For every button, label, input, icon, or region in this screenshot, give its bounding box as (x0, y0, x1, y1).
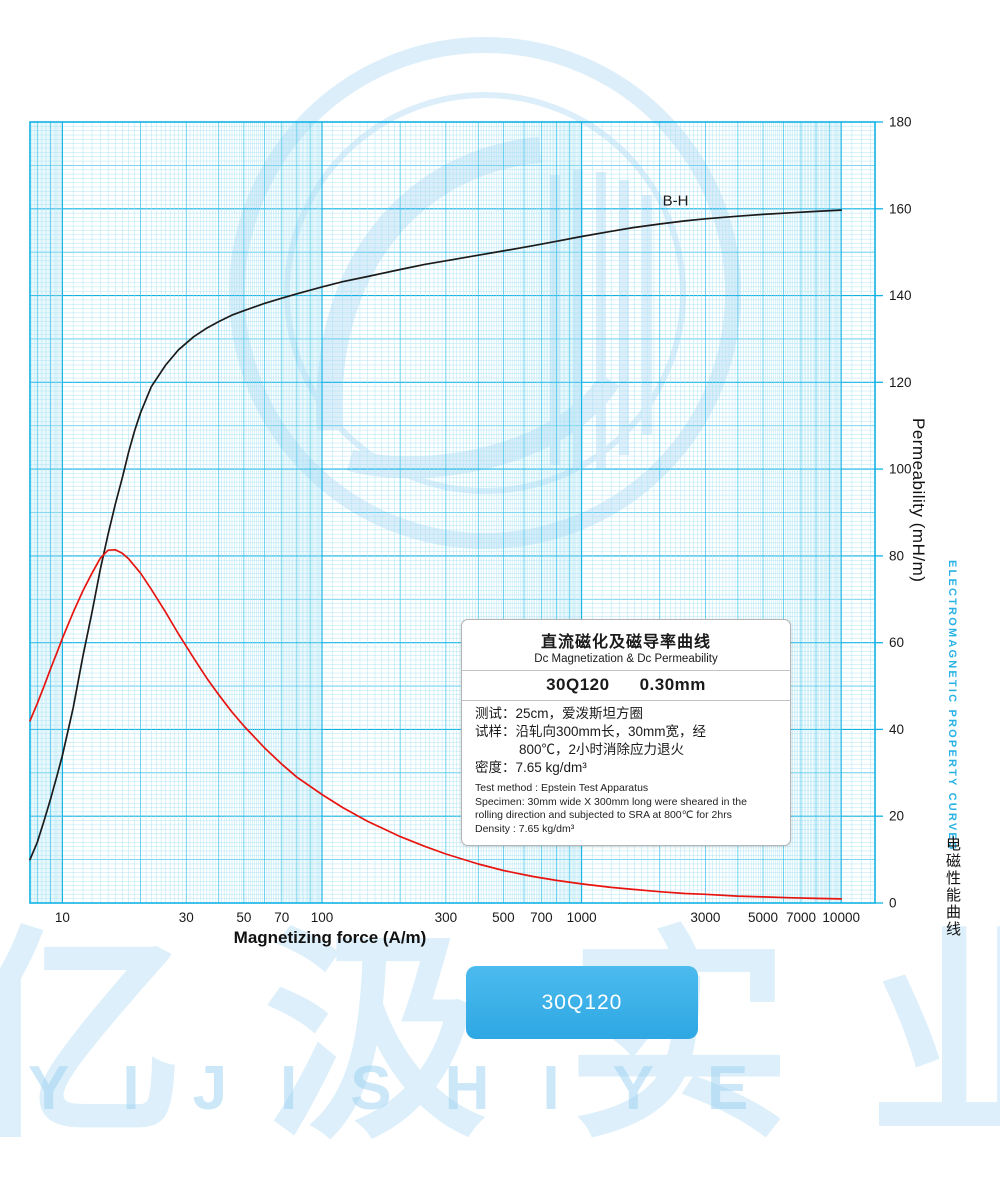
y-tick-label: 100 (889, 462, 912, 477)
spec-line-cn: 800℃，2小时消除应力退火 (519, 742, 685, 757)
x-axis-title: Magnetizing force (A/m) (233, 928, 427, 947)
DC-Permeability-curve (29, 548, 843, 900)
divider (462, 670, 790, 671)
y-tick-label: 0 (889, 896, 897, 911)
thickness-label: 0.30mm (639, 675, 706, 694)
spec-line-en: rolling direction and subjected to SRA a… (475, 809, 732, 821)
y-tick-label: 160 (889, 201, 912, 216)
x-tick-label: 3000 (690, 910, 720, 925)
grade-row: 30Q120 0.30mm (475, 675, 777, 695)
spec-line-cn: 密度：7.65 kg/dm³ (475, 760, 587, 775)
y-tick-label: 120 (889, 375, 912, 390)
x-tick-label: 5000 (748, 910, 778, 925)
x-tick-label: 70 (274, 910, 289, 925)
x-tick-label: 7000 (786, 910, 816, 925)
x-tick-label: 300 (435, 910, 458, 925)
y-tick-label: 40 (889, 722, 904, 737)
spec-line-cn: 试样：沿轧向300mm长，30mm宽，经 (475, 724, 707, 739)
spec-line-en: Test method : Epstein Test Apparatus (475, 782, 649, 794)
x-tick-label: 30 (179, 910, 194, 925)
grade-label: 30Q120 (546, 675, 610, 694)
x-tick-label: 100 (311, 910, 334, 925)
y-tick-label: 180 (889, 115, 912, 130)
info-title-en: Dc Magnetization & Dc Permeability (534, 653, 718, 665)
y-tick-label: 20 (889, 809, 904, 824)
x-tick-label: 10000 (822, 910, 860, 925)
spec-info-box: 直流磁化及磁导率曲线 Dc Magnetization & Dc Permeab… (461, 619, 791, 846)
x-tick-label: 50 (236, 910, 251, 925)
x-tick-label: 10 (55, 910, 70, 925)
spec-line-cn: 测试：25cm，爱泼斯坦方圈 (475, 706, 644, 721)
electromagnetic-curves-label-en: ELECTROMAGNETIC PROPERTY CURVES (946, 560, 958, 852)
x-tick-label: 500 (492, 910, 515, 925)
grade-badge: 30Q120 (466, 966, 698, 1039)
electromagnetic-curves-label-cn: 电磁性能曲线 (944, 836, 961, 938)
x-tick-label: 700 (530, 910, 553, 925)
y-tick-label: 60 (889, 635, 904, 650)
x-axis-ticks: 10 30 50 70 100 300 500 700 1000 3000 5000 7000 1000… (55, 910, 860, 925)
x-tick-label: 1000 (567, 910, 597, 925)
spec-line-en: Density : 7.65 kg/dm³ (475, 822, 575, 835)
grade-badge-label: 30Q120 (541, 990, 623, 1014)
divider (462, 700, 790, 701)
y-axis-title: Permeability (mH/m) (909, 418, 928, 583)
spec-line-en: Specimen: 30mm wide X 300mm long were sh… (475, 795, 747, 808)
curve-label: B-H (663, 192, 689, 209)
y-axis-ticks: 0 20 40 60 80 100 120 140 160 180 (875, 115, 912, 911)
y-tick-label: 80 (889, 548, 904, 563)
info-title-cn: 直流磁化及磁导率曲线 (540, 634, 711, 651)
y-tick-label: 140 (889, 288, 912, 303)
